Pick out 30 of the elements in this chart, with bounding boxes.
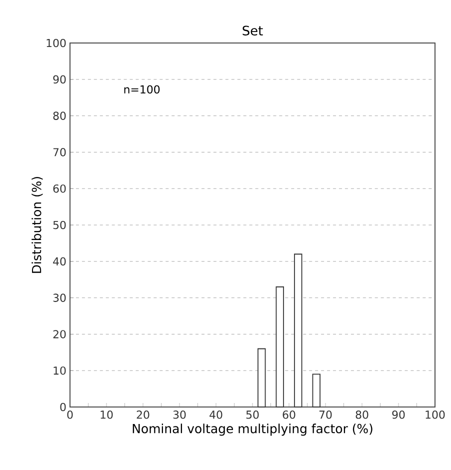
bar — [276, 286, 284, 408]
bar — [312, 374, 320, 408]
x-axis-title: Nominal voltage multiplying factor (%) — [132, 424, 372, 436]
y-tick-label: 70 — [53, 148, 66, 156]
x-tick-label: 80 — [356, 410, 368, 419]
x-tick-label: 90 — [392, 410, 405, 419]
x-tick-label: 40 — [210, 410, 222, 419]
annotation: n=100 — [124, 85, 160, 94]
x-tick-label: 10 — [100, 410, 113, 419]
y-tick-label: 10 — [54, 366, 66, 375]
bar — [258, 348, 266, 408]
y-tick-label: 100 — [46, 38, 66, 48]
y-tick-label: 50 — [53, 220, 66, 230]
y-tick-label: 90 — [53, 75, 66, 84]
y-tick-label: 40 — [53, 257, 66, 266]
x-tick-label: 0 — [67, 410, 73, 419]
y-tick-label: 60 — [53, 184, 66, 193]
x-tick-label: 20 — [136, 410, 150, 419]
y-tick-label: 30 — [53, 294, 66, 302]
y-tick-label: 20 — [53, 330, 66, 338]
chart-title: Set — [242, 26, 263, 36]
bar — [294, 254, 302, 408]
x-tick-label: 70 — [319, 410, 332, 419]
x-tick-label: 30 — [173, 410, 186, 419]
y-tick-label: 80 — [53, 112, 66, 120]
y-axis-title: Distribution (%) — [32, 177, 43, 273]
x-tick-label: 60 — [282, 410, 296, 419]
x-tick-label: 100 — [426, 410, 445, 419]
y-tick-label: 0 — [60, 402, 66, 412]
x-tick-label: 50 — [246, 410, 259, 419]
